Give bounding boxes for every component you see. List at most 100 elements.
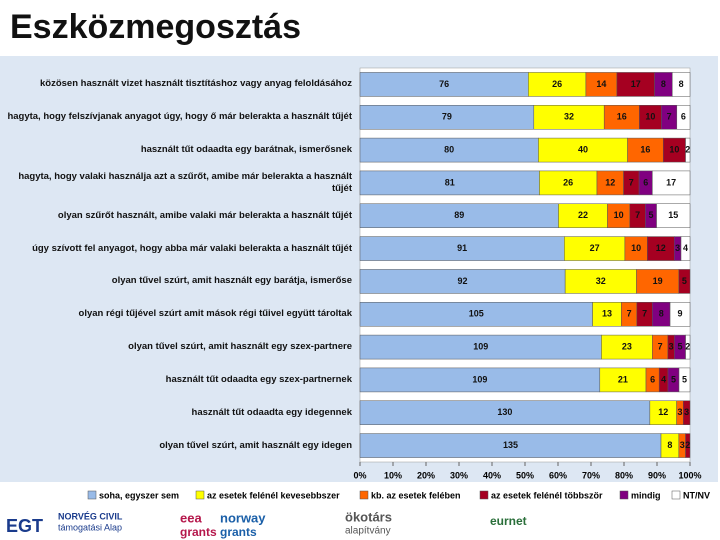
category-label: olyan régi tűjével szúrt amit mások régi…	[78, 308, 352, 320]
value-label: 8	[659, 309, 664, 319]
value-label: 2	[685, 440, 690, 450]
bar-segment	[359, 105, 535, 130]
x-tick-label: 40%	[483, 470, 501, 480]
value-label: 3	[675, 243, 680, 253]
bar-segment	[359, 334, 602, 360]
bar-segment	[359, 170, 540, 196]
logo-text: NORVÉG CIVIL	[58, 511, 123, 521]
bar-segment	[685, 334, 691, 360]
value-label: 13	[602, 309, 612, 319]
legend-label: mindig	[631, 490, 661, 500]
bar-segment	[359, 72, 529, 97]
bar-segment	[672, 72, 691, 97]
category-label: úgy szívott fel anyagot, hogy abba már v…	[32, 242, 352, 254]
value-label: 80	[444, 144, 454, 154]
value-label: 32	[596, 276, 606, 286]
value-label: 5	[682, 374, 687, 384]
bar-segment	[652, 170, 691, 196]
bar-segment	[359, 367, 601, 393]
value-label: 32	[564, 112, 574, 122]
value-label: 5	[678, 341, 683, 351]
x-tick-label: 90%	[648, 470, 666, 480]
value-label: 19	[653, 276, 663, 286]
x-tick-label: 50%	[516, 470, 534, 480]
value-label: 79	[442, 112, 452, 122]
category-label: közösen használt vizet használt tisztítá…	[40, 78, 352, 90]
logo-text: EGT	[6, 516, 43, 536]
value-label: 26	[552, 79, 562, 89]
value-label: 3	[684, 407, 689, 417]
value-label: 40	[578, 144, 588, 154]
bar-segment	[533, 105, 605, 130]
bar-segment	[359, 302, 593, 327]
bar-segment	[685, 137, 691, 163]
value-label: 2	[685, 144, 690, 154]
value-label: 9	[678, 309, 683, 319]
logo-text: alapítvány	[345, 526, 391, 537]
value-label: 3	[669, 341, 674, 351]
value-label: 10	[631, 243, 641, 253]
value-label: 5	[682, 276, 687, 286]
value-label: 12	[658, 407, 668, 417]
value-label: 22	[578, 210, 588, 220]
x-tick-label: 0%	[353, 470, 366, 480]
bar-segment	[359, 236, 565, 261]
legend-label: soha, egyszer sem	[99, 490, 179, 500]
legend-swatch	[479, 490, 489, 500]
category-label: hagyta, hogy felszívjanak anyagot úgy, h…	[7, 111, 352, 123]
logo-text: grants	[180, 525, 217, 539]
value-label: 7	[629, 177, 634, 187]
bar-segment	[656, 203, 691, 228]
bar-segment	[616, 72, 655, 97]
value-label: 105	[469, 309, 484, 319]
legend-swatch	[671, 490, 681, 500]
category-label: hagyta, hogy valaki használja azt a szűr…	[18, 170, 352, 194]
value-label: 135	[503, 440, 518, 450]
value-label: 3	[677, 407, 682, 417]
value-label: 5	[648, 210, 653, 220]
logo-text: grants	[220, 525, 257, 539]
value-label: 81	[445, 177, 455, 187]
bar-segment	[680, 236, 691, 261]
bar-segment	[592, 302, 622, 327]
x-tick-label: 60%	[549, 470, 567, 480]
bar-segment	[564, 269, 637, 294]
value-label: 17	[666, 177, 676, 187]
value-label: 109	[472, 374, 487, 384]
value-label: 17	[631, 79, 641, 89]
value-label: 7	[642, 309, 647, 319]
legend-label: NT/NV	[683, 490, 710, 500]
category-label: olyan tűvel szúrt, amit használt egy bar…	[111, 275, 352, 287]
value-label: 92	[458, 276, 468, 286]
bar-segment	[596, 170, 624, 196]
value-label: 15	[668, 210, 678, 220]
plot-area	[359, 67, 691, 463]
value-label: 6	[650, 374, 655, 384]
legend-swatch	[195, 490, 205, 500]
value-label: 6	[643, 177, 648, 187]
bar-segment	[359, 269, 566, 294]
bar-segment	[678, 269, 691, 294]
bar-segment	[636, 269, 680, 294]
value-label: 10	[614, 210, 624, 220]
legend-swatch	[87, 490, 97, 500]
bar-segment	[359, 400, 651, 425]
logo-text: eea	[180, 510, 202, 525]
bar-segment	[558, 203, 608, 228]
value-label: 130	[497, 407, 512, 417]
bar-segment	[683, 400, 691, 425]
legend-swatch	[619, 490, 629, 500]
value-label: 14	[596, 79, 606, 89]
bar-segment	[564, 236, 626, 261]
value-label: 8	[661, 79, 666, 89]
value-label: 7	[635, 210, 640, 220]
value-label: 10	[669, 144, 679, 154]
bar-segment	[538, 137, 628, 163]
logo-text: eurnet	[490, 514, 527, 528]
bar-segment	[627, 137, 664, 163]
logo-text: támogatási Alap	[58, 522, 122, 532]
value-label: 5	[671, 374, 676, 384]
value-label: 27	[590, 243, 600, 253]
